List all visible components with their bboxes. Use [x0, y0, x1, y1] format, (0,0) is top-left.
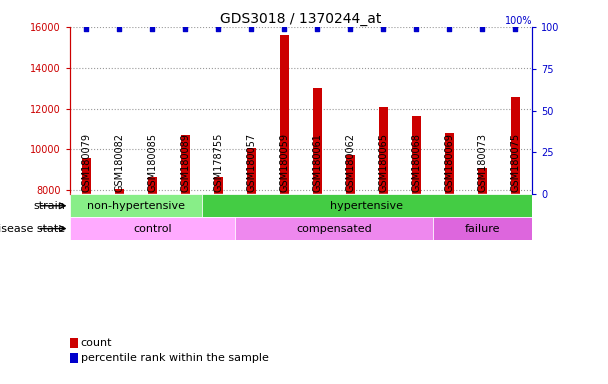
Point — [345, 26, 355, 32]
Point — [412, 26, 421, 32]
Bar — [347, 154, 354, 354]
Title: GDS3018 / 1370244_at: GDS3018 / 1370244_at — [220, 12, 382, 26]
Text: GSM180079: GSM180079 — [81, 133, 91, 192]
Bar — [82, 157, 91, 354]
Text: GSM180085: GSM180085 — [147, 133, 157, 192]
Text: disease state: disease state — [0, 223, 65, 233]
Bar — [181, 135, 190, 354]
Bar — [445, 133, 454, 354]
Bar — [202, 194, 532, 217]
Bar — [478, 168, 486, 354]
Text: GSM180068: GSM180068 — [412, 134, 421, 192]
Bar — [280, 35, 289, 354]
Point — [81, 26, 91, 32]
Text: non-hypertensive: non-hypertensive — [87, 201, 185, 211]
Point — [148, 26, 157, 32]
Point — [313, 26, 322, 32]
Text: GSM180061: GSM180061 — [313, 134, 322, 192]
Text: GSM180062: GSM180062 — [345, 133, 356, 192]
Point — [444, 26, 454, 32]
Bar — [511, 97, 520, 354]
Text: percentile rank within the sample: percentile rank within the sample — [81, 353, 269, 363]
Bar — [235, 217, 433, 240]
Bar — [379, 106, 388, 354]
Text: GSM178755: GSM178755 — [213, 133, 224, 192]
Bar — [70, 217, 235, 240]
Text: hypertensive: hypertensive — [331, 201, 404, 211]
Text: count: count — [81, 338, 112, 348]
Text: failure: failure — [465, 223, 500, 233]
Bar — [70, 194, 202, 217]
Text: GSM180075: GSM180075 — [511, 133, 520, 192]
Text: GSM180089: GSM180089 — [181, 134, 190, 192]
Point — [213, 26, 223, 32]
Text: GSM180082: GSM180082 — [114, 133, 125, 192]
Point — [280, 26, 289, 32]
Text: control: control — [133, 223, 171, 233]
Text: compensated: compensated — [296, 223, 372, 233]
Bar — [148, 177, 156, 354]
Bar — [214, 177, 223, 354]
Text: strain: strain — [33, 201, 65, 211]
Text: 100%: 100% — [505, 16, 532, 26]
Text: GSM180073: GSM180073 — [477, 133, 488, 192]
Point — [511, 26, 520, 32]
Point — [247, 26, 257, 32]
Text: GSM180059: GSM180059 — [280, 133, 289, 192]
Point — [478, 26, 488, 32]
Text: GSM180057: GSM180057 — [246, 133, 257, 192]
Bar — [116, 189, 123, 354]
Bar — [412, 116, 421, 354]
Bar — [247, 148, 255, 354]
Point — [379, 26, 389, 32]
Point — [114, 26, 124, 32]
Bar — [313, 88, 322, 354]
Bar — [433, 217, 532, 240]
Text: GSM180065: GSM180065 — [378, 133, 389, 192]
Text: GSM180069: GSM180069 — [444, 134, 455, 192]
Point — [181, 26, 190, 32]
